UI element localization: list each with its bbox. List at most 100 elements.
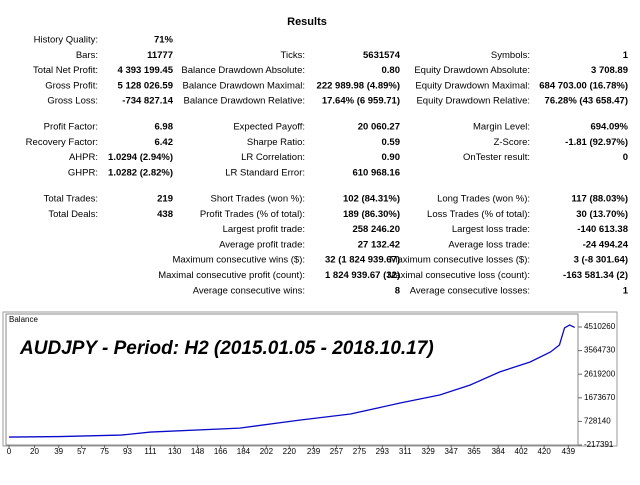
stat-label: Total Deals:: [48, 209, 98, 220]
y-tick-label: 728140: [584, 417, 611, 426]
stat-value: 1: [623, 285, 629, 296]
stat-label: Z-Score:: [494, 137, 530, 148]
x-tick-label: 275: [353, 447, 367, 456]
stat-value: 6.98: [155, 122, 174, 133]
x-tick-label: 347: [444, 447, 458, 456]
stat-value: 4 393 199.45: [118, 65, 174, 76]
stat-value: -24 494.24: [583, 239, 629, 250]
stat-label: Profit Factor:: [44, 122, 98, 133]
stat-label: Symbols:: [491, 50, 530, 61]
stat-value: 3 (-8 301.64): [574, 255, 628, 266]
stat-value: 5631574: [363, 50, 401, 61]
x-tick-label: 384: [492, 447, 506, 456]
stat-label: LR Correlation:: [241, 152, 305, 163]
stat-label: Ticks:: [281, 50, 305, 61]
stat-value: 3 708.89: [591, 65, 628, 76]
x-tick-label: 439: [562, 447, 576, 456]
x-tick-label: 420: [537, 447, 551, 456]
stat-label: History Quality:: [34, 35, 98, 46]
x-tick-label: 75: [100, 447, 109, 456]
stat-value: 71%: [154, 35, 174, 46]
x-tick-label: 130: [168, 447, 182, 456]
x-tick-label: 148: [191, 447, 205, 456]
x-tick-label: 184: [237, 447, 251, 456]
stat-label: Total Trades:: [44, 194, 98, 205]
y-tick-label: 3564730: [584, 346, 616, 355]
stat-label: Largest loss trade:: [452, 224, 530, 235]
x-tick-label: 111: [144, 447, 157, 456]
stat-label: Balance Drawdown Absolute:: [181, 65, 305, 76]
stat-value: 1.0282 (2.82%): [108, 167, 173, 178]
stat-label: OnTester result:: [463, 152, 530, 163]
stat-label: Margin Level:: [473, 122, 530, 133]
chart-title: Balance: [9, 315, 38, 324]
stat-value: 0.80: [382, 65, 401, 76]
stat-label: GHPR:: [68, 167, 98, 178]
results-title: Results: [287, 16, 327, 28]
stat-value: 684 703.00 (16.78%): [539, 80, 628, 91]
x-tick-label: 20: [30, 447, 39, 456]
x-tick-label: 239: [307, 447, 321, 456]
y-tick-label: 4510260: [584, 322, 616, 331]
stat-label: Recovery Factor:: [26, 137, 98, 148]
stat-value: -1.81 (92.97%): [565, 137, 628, 148]
y-tick-label: 1673670: [584, 393, 616, 402]
stat-value: 32 (1 824 939.67): [325, 255, 400, 266]
stat-label: Bars:: [76, 50, 98, 61]
x-tick-label: 311: [399, 447, 412, 456]
stat-label: Long Trades (won %):: [437, 194, 530, 205]
stat-value: 694.09%: [590, 122, 628, 133]
stat-value: 1.0294 (2.94%): [108, 152, 173, 163]
x-tick-label: 293: [376, 447, 390, 456]
x-tick-label: 39: [54, 447, 63, 456]
x-tick-label: 0: [7, 447, 12, 456]
stat-label: Equity Drawdown Relative:: [416, 96, 530, 107]
x-tick-label: 202: [260, 447, 274, 456]
stat-label: Average consecutive losses:: [410, 285, 530, 296]
stat-label: Balance Drawdown Maximal:: [183, 80, 306, 91]
stat-label: Short Trades (won %):: [210, 194, 305, 205]
x-tick-label: 365: [467, 447, 481, 456]
stat-value: 438: [157, 209, 173, 220]
stat-label: Loss Trades (% of total):: [427, 209, 530, 220]
stat-value: 17.64% (6 959.71): [322, 96, 400, 107]
stat-value: 189 (86.30%): [343, 209, 400, 220]
x-tick-label: 402: [515, 447, 529, 456]
stat-label: Maximal consecutive loss (count):: [387, 270, 530, 281]
stat-label: Gross Profit:: [45, 80, 98, 91]
stat-label: Maximum consecutive losses ($):: [390, 255, 530, 266]
stat-value: 0.59: [382, 137, 401, 148]
stat-label: Profit Trades (% of total):: [200, 209, 305, 220]
stat-value: 258 246.20: [352, 224, 400, 235]
stat-value: 222 989.98 (4.89%): [317, 80, 400, 91]
stat-value: -163 581.34 (2): [563, 270, 628, 281]
balance-line: [8, 324, 576, 438]
stat-label: Balance Drawdown Relative:: [184, 96, 305, 107]
stat-value: 5 128 026.59: [118, 80, 173, 91]
stat-label: Sharpe Ratio:: [247, 137, 305, 148]
stat-label: AHPR:: [69, 152, 98, 163]
stat-value: 11777: [147, 50, 173, 61]
stat-label: Total Net Profit:: [33, 65, 98, 76]
stat-label: LR Standard Error:: [225, 167, 305, 178]
y-tick-label: 2619200: [584, 369, 616, 378]
stat-label: Equity Drawdown Absolute:: [414, 65, 530, 76]
x-tick-label: 93: [123, 447, 132, 456]
stat-value: 76.28% (43 658.47): [545, 96, 628, 107]
stat-value: 6.42: [155, 137, 174, 148]
stat-value: 117 (88.03%): [571, 194, 628, 205]
stat-value: 0: [623, 152, 628, 163]
stat-label: Gross Loss:: [47, 96, 98, 107]
y-tick-label: -217391: [584, 440, 614, 449]
annotation: AUDJPY - Period: H2 (2015.01.05 - 2018.1…: [19, 338, 434, 359]
x-tick-label: 257: [330, 447, 344, 456]
stat-value: 102 (84.31%): [343, 194, 400, 205]
stat-label: Average consecutive wins:: [193, 285, 305, 296]
stat-label: Maximal consecutive profit (count):: [158, 270, 305, 281]
x-tick-label: 166: [214, 447, 228, 456]
stat-value: 219: [157, 194, 173, 205]
stat-value: 8: [395, 285, 400, 296]
x-tick-label: 57: [77, 447, 86, 456]
